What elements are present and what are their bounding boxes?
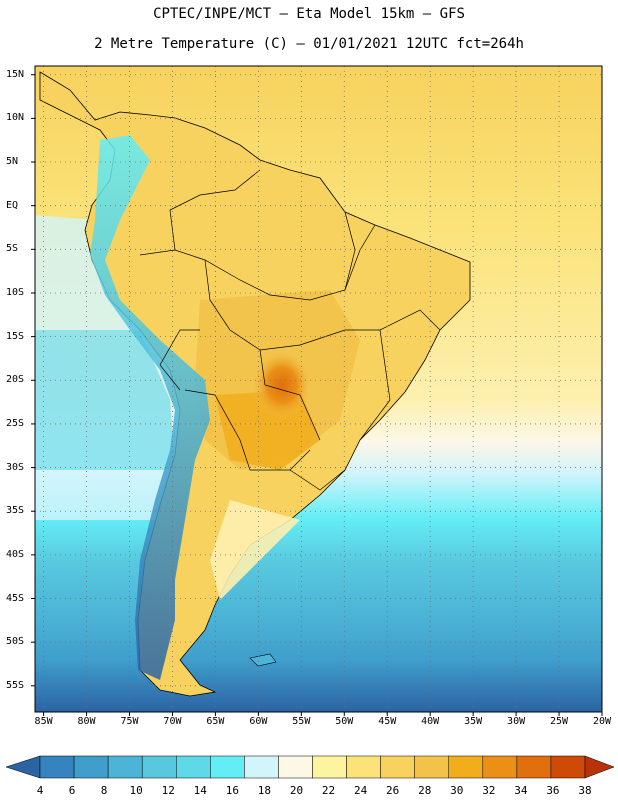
colorbar-label: 8	[100, 784, 108, 797]
lat-label: 5S	[6, 243, 19, 255]
colorbar-label: 4	[36, 784, 44, 797]
colorbar-label: 32	[482, 784, 496, 797]
colorbar	[5, 755, 615, 779]
map-frame	[34, 65, 603, 713]
colorbar-label: 6	[68, 784, 76, 797]
title-line-1: CPTEC/INPE/MCT – Eta Model 15km – GFS	[153, 6, 465, 22]
colorbar-segment	[39, 755, 75, 779]
colorbar-segment	[414, 755, 449, 779]
lat-label: 15S	[6, 330, 25, 342]
lon-label: 60W	[249, 716, 268, 727]
lat-label: 25S	[6, 417, 25, 429]
lat-label: 30S	[6, 461, 25, 473]
colorbar-segment	[312, 755, 347, 779]
colorbar-label: 26	[386, 784, 400, 797]
lat-label: 55S	[6, 679, 25, 691]
colorbar-segment	[210, 755, 245, 779]
colorbar-label: 38	[578, 784, 592, 797]
lon-label: 85W	[34, 716, 53, 727]
lon-label: 30W	[507, 716, 526, 727]
lat-label: 20S	[6, 374, 25, 386]
lon-label: 80W	[77, 716, 96, 727]
colorbar-label: 34	[514, 784, 528, 797]
colorbar-label: 16	[225, 784, 239, 797]
colorbar-segment	[141, 755, 177, 779]
colorbar-segment	[448, 755, 484, 779]
lon-label: 40W	[421, 716, 440, 727]
lat-label: 10N	[6, 112, 25, 124]
lon-label: 55W	[292, 716, 311, 727]
colorbar-segment	[278, 755, 313, 779]
lon-label: 20W	[592, 716, 612, 727]
lon-label: 50W	[335, 716, 354, 727]
colorbar-label: 20	[289, 784, 304, 797]
title-line-2: 2 Metre Temperature (C) – 01/01/2021 12U…	[94, 36, 524, 52]
lat-label: 35S	[6, 505, 25, 517]
lat-label: 40S	[6, 548, 25, 560]
lon-label: 65W	[206, 716, 225, 727]
lon-label: 45W	[378, 716, 397, 727]
colorbar-segment	[244, 755, 279, 779]
lat-label: 15N	[6, 68, 25, 80]
lat-label: 50S	[6, 636, 25, 648]
colorbar-segment	[550, 755, 586, 779]
colorbar-label: 24	[353, 784, 368, 797]
lat-label: 5N	[6, 156, 19, 168]
lat-label: EQ	[6, 199, 19, 211]
colorbar-segment	[107, 755, 143, 779]
colorbar-label: 18	[257, 784, 272, 797]
colorbar-segment	[380, 755, 415, 779]
colorbar-segment	[73, 755, 109, 779]
colorbar-label: 22	[321, 784, 336, 797]
colorbar-segment	[176, 755, 211, 779]
colorbar-right-arrow	[584, 755, 615, 779]
lon-label: 35W	[464, 716, 483, 727]
lon-label: 25W	[550, 716, 569, 727]
colorbar-label: 28	[418, 784, 432, 797]
lon-label: 75W	[120, 716, 139, 727]
lat-label: 45S	[6, 592, 25, 604]
lat-label: 10S	[6, 286, 25, 298]
lon-label: 70W	[163, 716, 182, 727]
colorbar-segment	[346, 755, 381, 779]
colorbar-label: 12	[161, 784, 175, 797]
colorbar-label: 30	[450, 784, 464, 797]
colorbar-segment	[482, 755, 518, 779]
colorbar-left-arrow	[5, 755, 41, 779]
colorbar-label: 14	[193, 784, 207, 797]
colorbar-segment	[516, 755, 552, 779]
colorbar-label: 36	[546, 784, 560, 797]
colorbar-label: 10	[129, 784, 143, 797]
